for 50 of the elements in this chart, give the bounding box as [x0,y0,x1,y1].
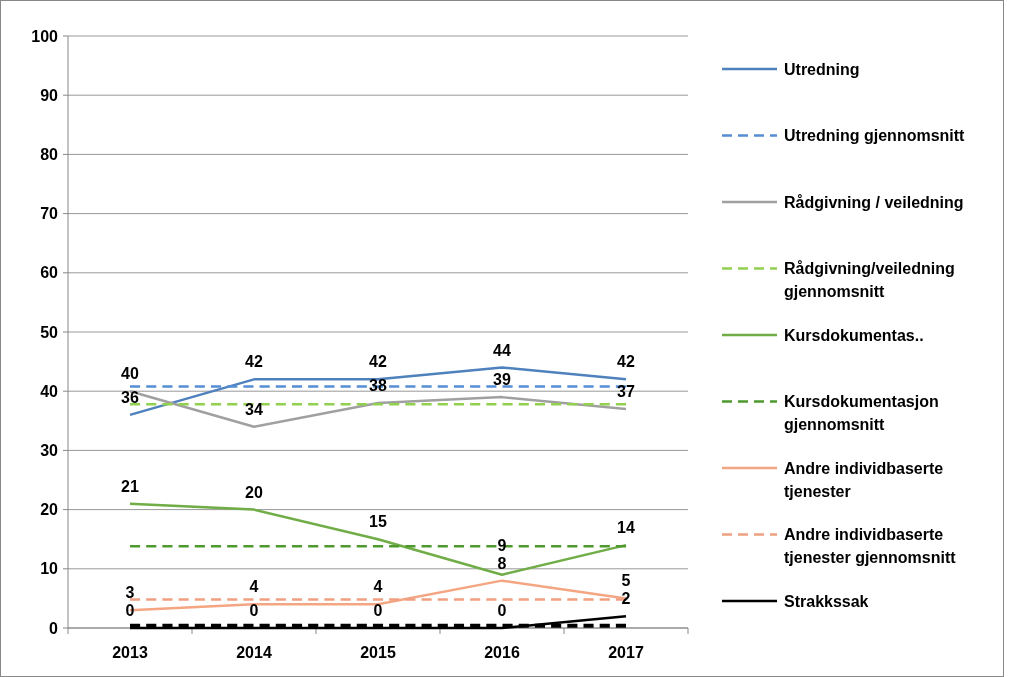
legend-label: Rådgivning/veiledning gjennomsnitt [784,260,955,301]
data-label: 0 [125,602,135,619]
y-tick-label: 0 [49,619,59,637]
legend-label: Andre individbaserte tjenester gjennomsnitt [784,526,957,567]
data-label: 42 [369,353,387,371]
data-label: 2 [621,590,631,608]
legend-label: Kursdokumentas.. [784,326,924,344]
legend-label: Utredning gjennomsnitt [784,127,966,145]
data-label: 44 [493,341,511,359]
y-tick-label: 70 [40,205,59,223]
y-tick-label: 40 [40,382,59,400]
data-label: 14 [617,519,635,537]
data-label: 0 [373,602,383,619]
data-label: 20 [245,483,263,501]
y-tick-label: 90 [40,86,59,104]
data-label: 3 [125,584,135,601]
x-tick-label: 2016 [484,644,520,661]
data-label: 42 [617,353,635,371]
data-label: 0 [249,602,259,619]
data-label: 42 [245,353,263,371]
legend-label: Andre individbaserte tjenester [784,459,944,500]
y-tick-label: 100 [31,27,59,45]
x-tick-label: 2013 [112,644,148,661]
data-label: 40 [121,365,139,383]
legend-label: Strakkssak [784,592,869,610]
data-label: 5 [621,572,631,590]
data-label: 34 [245,400,263,418]
y-tick-label: 10 [40,560,59,578]
data-label: 4 [373,578,383,596]
data-label: 4 [249,578,259,596]
data-label: 8 [497,554,507,572]
data-label: 39 [493,371,511,389]
y-tick-label: 20 [40,501,59,519]
legend-label: Kursdokumentasjon gjennomsnitt [784,393,939,434]
legend-label: Utredning [784,60,860,78]
y-tick-label: 50 [40,323,59,341]
data-label: 15 [369,513,387,531]
data-label: 36 [121,388,139,406]
x-tick-label: 2017 [608,644,644,661]
data-label: 37 [617,382,635,400]
y-tick-label: 30 [40,442,59,459]
y-tick-label: 80 [40,146,59,163]
y-tick-label: 60 [40,264,59,282]
x-tick-label: 2014 [236,644,272,661]
data-label: 0 [497,602,507,619]
data-label: 21 [121,477,139,495]
legend-label: Rådgivning / veiledning [784,193,964,211]
data-label: 38 [369,377,387,395]
x-tick-label: 2015 [360,644,396,661]
data-label: 9 [497,536,507,554]
